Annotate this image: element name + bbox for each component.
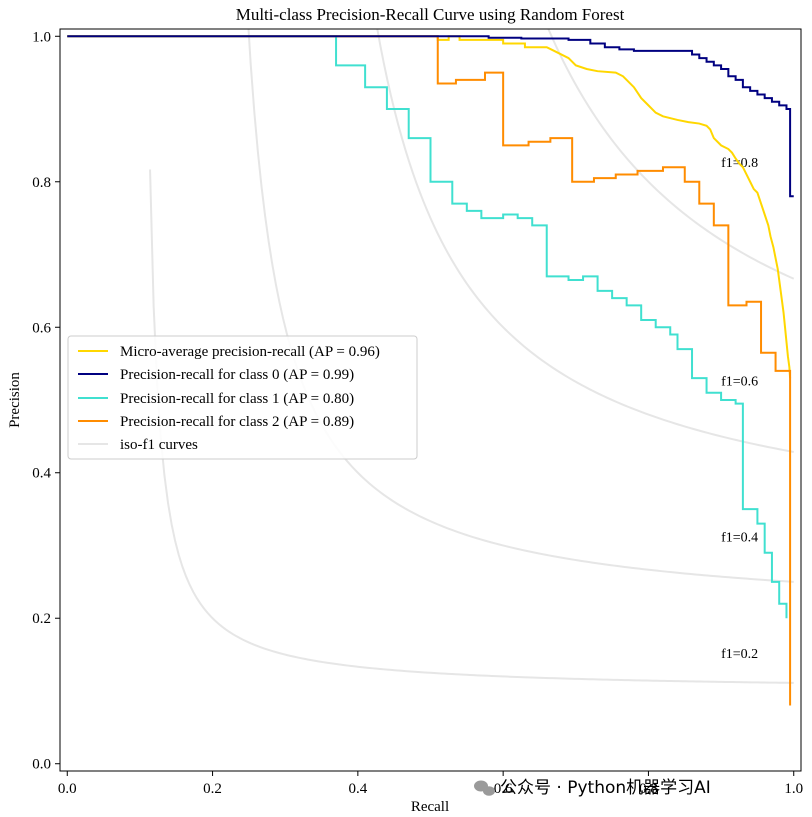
x-tick-label: 0.0 (58, 781, 77, 797)
x-axis-label: Recall (411, 799, 449, 815)
iso-f1-label: f1=0.2 (721, 647, 758, 662)
x-tick-label: 0.8 (639, 781, 658, 797)
iso-f1-label: f1=0.4 (721, 530, 758, 545)
y-tick-label: 0.0 (32, 757, 51, 773)
legend-label-micro: Micro-average precision-recall (AP = 0.9… (120, 344, 380, 360)
iso-f1-label: f1=0.6 (721, 374, 758, 389)
watermark: 公众号 · Python机器学习AI (474, 778, 711, 798)
chart-title: Multi-class Precision-Recall Curve using… (236, 5, 625, 24)
y-axis-label: Precision (7, 372, 23, 428)
x-tick-label: 0.4 (348, 781, 367, 797)
legend-label-class-2: Precision-recall for class 2 (AP = 0.89) (120, 414, 354, 430)
x-tick-label: 0.6 (494, 781, 513, 797)
legend-label-iso-f1: iso-f1 curves (120, 437, 198, 453)
series-layer (67, 35, 794, 706)
iso-f1-curve (149, 169, 794, 684)
series-line-2 (67, 35, 788, 619)
series-line-0 (67, 35, 792, 379)
y-tick-label: 0.4 (32, 466, 51, 482)
iso-f1-curve (547, 29, 795, 280)
legend-label-class-0: Precision-recall for class 0 (AP = 0.99) (120, 367, 354, 383)
x-tick-label: 0.2 (203, 781, 222, 797)
legend-label-class-1: Precision-recall for class 1 (AP = 0.80) (120, 391, 354, 407)
axes-frame (59, 28, 802, 772)
series-line-1 (67, 35, 794, 198)
legend: Micro-average precision-recall (AP = 0.9… (67, 335, 418, 460)
series-line-3 (67, 35, 792, 706)
watermark-text: 公众号 · Python机器学习AI (500, 778, 711, 798)
iso-f1-layer: f1=0.2f1=0.4f1=0.6f1=0.8 (149, 29, 795, 684)
wechat-icon (474, 780, 495, 796)
y-tick-label: 0.6 (32, 320, 51, 336)
tick-layer: 0.0 0.2 0.4 0.6 0.8 1.0 0.0 0.2 0.4 0.6 0.8 1.0 (32, 29, 803, 797)
y-tick-label: 0.8 (32, 175, 51, 191)
x-tick-label: 1.0 (784, 781, 803, 797)
legend-box (67, 335, 418, 460)
y-tick-label: 0.2 (32, 611, 51, 627)
y-tick-label: 1.0 (32, 29, 51, 45)
iso-f1-curve (376, 29, 794, 453)
